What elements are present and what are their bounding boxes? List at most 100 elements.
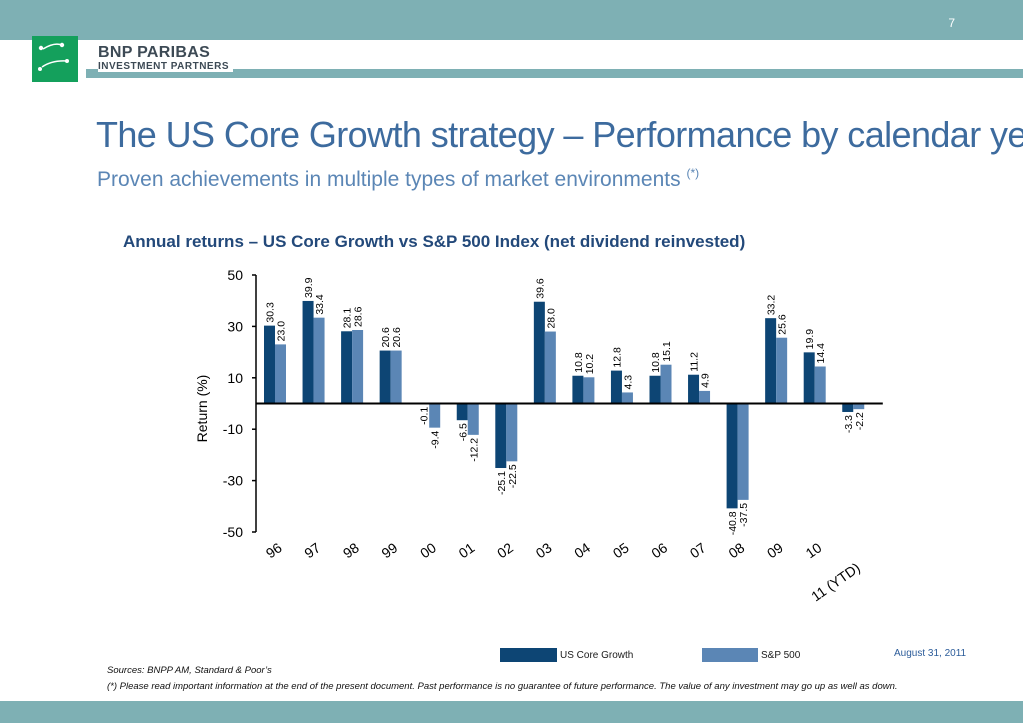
stars-logo-icon <box>38 42 69 71</box>
data-label: 4.3 <box>622 375 634 390</box>
bar-sp500 <box>853 403 865 410</box>
data-label: 19.9 <box>804 329 816 350</box>
data-label: 30.3 <box>265 302 277 323</box>
date-note: August 31, 2011 <box>894 648 967 659</box>
data-label: 39.6 <box>534 278 546 299</box>
x-category-label: 08 <box>725 539 747 561</box>
data-label: 10.8 <box>573 352 585 373</box>
x-category-label: 06 <box>648 539 670 561</box>
bar-sp500 <box>776 337 788 404</box>
data-label: -40.8 <box>727 511 739 535</box>
legend-label-sp500: S&P 500 <box>761 650 801 661</box>
y-tick-label: 10 <box>227 370 243 386</box>
brand-divider <box>86 69 1023 78</box>
y-axis-label: Return (%) <box>194 375 210 443</box>
data-label: 20.6 <box>380 327 392 348</box>
data-label: -6.5 <box>457 423 469 441</box>
bar-sp500 <box>352 329 364 404</box>
data-label: 28.6 <box>353 306 365 327</box>
data-label: 14.4 <box>815 343 827 364</box>
y-tick-label: -10 <box>223 421 243 437</box>
bar-us-core-growth <box>610 370 622 404</box>
disclaimer-note: (*) Please read important information at… <box>107 681 898 692</box>
bar-us-core-growth <box>726 403 738 509</box>
bar-us-core-growth <box>495 403 507 469</box>
data-label: 39.9 <box>303 277 315 298</box>
x-category-label: 09 <box>764 539 786 561</box>
legend-swatch-us-core-growth <box>500 648 557 662</box>
bottom-band <box>0 701 1023 723</box>
bar-us-core-growth <box>572 375 584 404</box>
x-category-label: 00 <box>417 539 439 561</box>
data-label: -12.2 <box>468 438 480 462</box>
data-label: -0.1 <box>419 407 431 425</box>
data-label: -2.2 <box>854 412 866 430</box>
bar-us-core-growth <box>379 350 391 404</box>
x-category-label: 02 <box>494 539 516 561</box>
data-label: 25.6 <box>777 314 789 335</box>
data-label: 10.8 <box>650 352 662 373</box>
bar-sp500 <box>814 366 826 404</box>
x-category-label: 07 <box>687 539 709 561</box>
chart-title: Annual returns – US Core Growth vs S&P 5… <box>123 232 746 251</box>
x-category-label: 03 <box>533 539 555 561</box>
bar-sp500 <box>544 331 556 404</box>
brand-subtitle: INVESTMENT PARTNERS <box>98 61 233 72</box>
x-category-label: 05 <box>610 539 632 561</box>
data-label: 23.0 <box>276 321 288 342</box>
page-number: 7 <box>948 16 955 30</box>
bar-sp500 <box>275 344 286 404</box>
legend-label-us-core-growth: US Core Growth <box>560 650 634 661</box>
legend-swatch-sp500 <box>702 648 758 662</box>
page-title: The US Core Growth strategy – Performanc… <box>96 114 1023 155</box>
x-category-label: 04 <box>571 539 593 561</box>
bar-us-core-growth <box>688 374 700 404</box>
x-category-label: 97 <box>301 539 323 561</box>
bar-sp500 <box>737 403 749 500</box>
page-subtitle: Proven achievements in multiple types of… <box>97 166 699 192</box>
bar-sp500 <box>467 403 479 435</box>
data-label: 11.2 <box>689 352 701 372</box>
y-tick-label: -30 <box>223 473 243 489</box>
bar-us-core-growth <box>765 318 777 404</box>
brand-name: BNP PARIBAS <box>98 44 211 61</box>
data-label: 10.2 <box>584 354 596 375</box>
x-category-label: 99 <box>378 539 400 561</box>
data-label: 20.6 <box>391 327 403 348</box>
y-tick-label: 50 <box>227 267 243 283</box>
data-label: -25.1 <box>496 471 508 495</box>
bar-us-core-growth <box>264 325 275 404</box>
x-category-label: 10 <box>802 539 824 561</box>
sources-note: Sources: BNPP AM, Standard & Poor’s <box>107 665 272 676</box>
data-label: 12.8 <box>611 347 623 368</box>
data-label: 33.4 <box>314 294 326 315</box>
bnp-logo <box>32 36 78 82</box>
bar-sp500 <box>583 377 595 404</box>
data-label: 28.0 <box>545 308 557 329</box>
bar-us-core-growth <box>533 301 545 404</box>
data-label: 4.9 <box>700 373 712 388</box>
bar-us-core-growth <box>842 403 854 412</box>
data-label: 33.2 <box>766 295 778 316</box>
subtitle-text: Proven achievements in multiple types of… <box>97 168 681 191</box>
bar-us-core-growth <box>341 331 353 404</box>
data-label: 15.1 <box>661 341 673 362</box>
x-category-label: 96 <box>263 539 285 561</box>
y-tick-label: -50 <box>223 524 243 540</box>
bar-sp500 <box>390 350 402 404</box>
data-label: -3.3 <box>843 415 855 433</box>
data-label: 28.1 <box>342 308 354 329</box>
data-label: -22.5 <box>507 464 519 488</box>
data-label: -37.5 <box>738 503 750 527</box>
bar-us-core-growth <box>803 352 815 404</box>
x-category-label: 98 <box>340 539 362 561</box>
bar-us-core-growth <box>302 300 314 404</box>
bar-sp500 <box>429 403 441 428</box>
bar-sp500 <box>660 364 672 404</box>
y-tick-label: 30 <box>227 318 243 334</box>
bar-sp500 <box>506 403 518 462</box>
bar-sp500 <box>313 317 325 404</box>
subtitle-note: (*) <box>686 166 700 180</box>
x-category-label: 01 <box>456 539 478 561</box>
